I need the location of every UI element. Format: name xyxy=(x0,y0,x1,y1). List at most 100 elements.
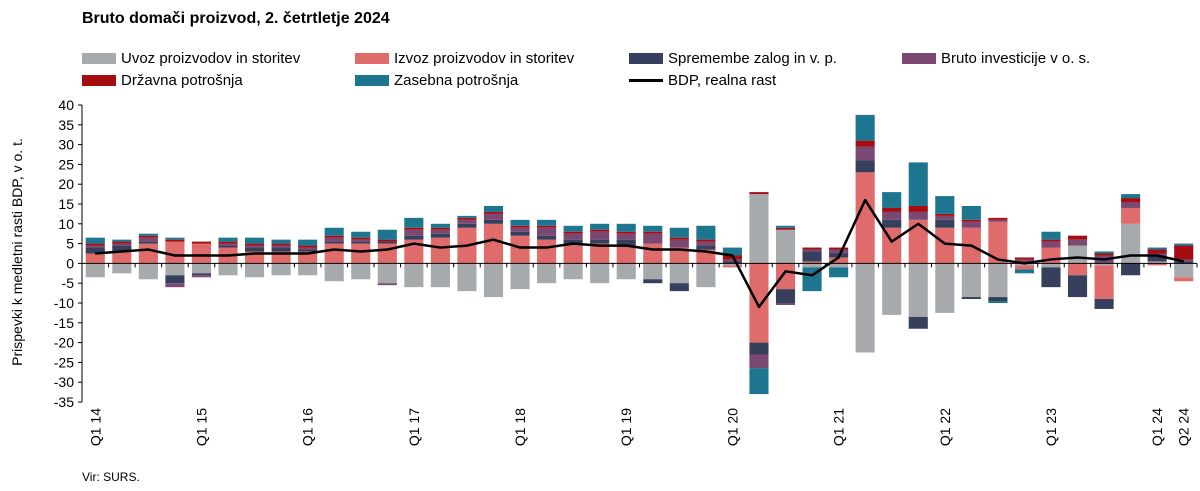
bar-segment xyxy=(298,249,318,252)
bar-segment xyxy=(669,283,689,292)
x-tick-label: Q1 15 xyxy=(193,408,209,446)
bar-segment xyxy=(1174,243,1194,246)
bar-segment xyxy=(324,263,344,282)
bar-segment xyxy=(829,249,849,254)
bar-segment xyxy=(1174,261,1194,264)
bar-segment xyxy=(324,227,344,236)
legend-item-uvoz: Uvoz proizvodov in storitev xyxy=(82,50,300,67)
bar-segment xyxy=(218,263,238,276)
bar-segment xyxy=(430,233,450,238)
bar-segment xyxy=(537,235,557,240)
bar-segment xyxy=(643,279,663,284)
bar-segment xyxy=(138,237,158,242)
bar-segment xyxy=(245,237,265,244)
bar-segment xyxy=(112,251,132,264)
bar-segment xyxy=(1067,245,1088,264)
bar-segment xyxy=(1014,265,1034,270)
bar-segment xyxy=(1014,261,1034,264)
bar-segment xyxy=(829,267,849,278)
x-tick-label: Q1 19 xyxy=(618,408,634,446)
bar-segment xyxy=(457,217,477,220)
bar-segment xyxy=(749,194,769,264)
bar-segment xyxy=(1174,277,1194,282)
y-tick-label: -20 xyxy=(54,335,74,351)
bar-segment xyxy=(829,247,849,250)
y-tick-label: 20 xyxy=(58,176,74,192)
bar-segment xyxy=(271,251,291,264)
bar-segment xyxy=(1041,247,1061,264)
bar-segment xyxy=(510,225,530,228)
bar-segment xyxy=(298,239,318,246)
bar-segment xyxy=(908,162,928,206)
bar-segment xyxy=(669,237,689,240)
bar-segment xyxy=(483,223,504,264)
bar-segment xyxy=(377,243,397,264)
bar-segment xyxy=(218,245,238,248)
bar-segment xyxy=(961,297,981,300)
bar-segment xyxy=(961,219,981,222)
source-note: Vir: SURS. xyxy=(82,470,140,484)
bar-segment xyxy=(430,223,450,228)
bar-segment xyxy=(722,263,742,266)
bar-segment xyxy=(935,263,955,313)
bar-segment xyxy=(377,229,397,240)
bar-segment xyxy=(722,259,742,262)
bar-segment xyxy=(590,231,610,240)
bar-segment xyxy=(404,263,424,288)
bar-segment xyxy=(271,239,291,244)
bar-segment xyxy=(696,245,716,250)
legend-item-bdp: BDP, realna rast xyxy=(629,72,776,89)
bar-segment xyxy=(1121,207,1141,224)
bar-segment xyxy=(802,247,822,250)
bar-segment xyxy=(935,213,955,216)
bar-segment xyxy=(908,205,928,212)
y-tick-label: -10 xyxy=(54,295,74,311)
y-tick-label: 30 xyxy=(58,137,74,153)
bar-segment xyxy=(351,241,371,244)
bar-segment xyxy=(510,231,530,236)
bar-segment xyxy=(935,219,955,228)
bar-segment xyxy=(775,227,796,230)
bar-segment xyxy=(510,227,530,232)
bar-segment xyxy=(802,267,822,292)
bar-segment xyxy=(218,243,238,246)
bar-segment xyxy=(1014,257,1034,260)
bar-segment xyxy=(85,263,105,278)
legend-swatch-zasebna xyxy=(355,75,389,86)
bar-segment xyxy=(85,243,105,246)
bar-segment xyxy=(669,239,689,248)
legend-item-zaloge: Spremembe zalog in v. p. xyxy=(629,50,837,67)
bar-segment xyxy=(722,255,742,260)
bar-segment xyxy=(404,235,424,240)
bar-segment xyxy=(324,235,344,238)
bar-segment xyxy=(351,239,371,242)
bar-segment xyxy=(245,245,265,248)
bar-segment xyxy=(537,227,557,236)
bar-segment xyxy=(483,211,504,214)
bar-segment xyxy=(855,146,875,161)
bar-segment xyxy=(802,261,822,264)
bar-segment xyxy=(218,247,238,264)
bar-segment xyxy=(1094,299,1114,309)
bar-segment xyxy=(1041,267,1061,288)
x-tick-label: Q1 14 xyxy=(87,408,103,446)
bar-segment xyxy=(298,245,318,248)
bar-segment xyxy=(669,247,689,264)
bar-segment xyxy=(1121,194,1141,199)
bar-segment xyxy=(749,368,769,395)
bar-segment xyxy=(855,172,875,264)
bar-segment xyxy=(298,251,318,264)
bar-segment xyxy=(616,233,636,240)
bar-segment xyxy=(112,245,132,252)
y-axis-label: Prispevki k medletni rasti BDP, v o. t. xyxy=(9,138,25,366)
y-tick-label: 40 xyxy=(58,97,74,113)
legend-label-zasebna: Zasebna potrošnja xyxy=(394,72,519,89)
bar-segment xyxy=(908,219,928,264)
bar-segment xyxy=(802,249,822,252)
y-tick-label: -30 xyxy=(54,374,74,390)
bar-segment xyxy=(165,283,185,288)
bar-segment xyxy=(483,213,504,220)
bar-segment xyxy=(1147,253,1167,256)
bar-segment xyxy=(563,233,583,240)
bar-segment xyxy=(855,160,875,173)
